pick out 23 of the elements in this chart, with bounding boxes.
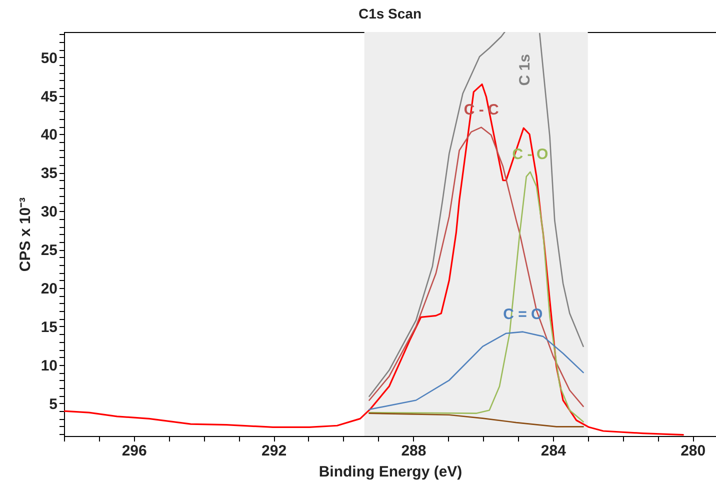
y-tick-label: 35	[40, 165, 58, 182]
y-tick-label: 10	[40, 357, 58, 374]
y-tick-label: 5	[49, 396, 58, 413]
x-tick-label: 296	[122, 442, 147, 460]
y-axis-title: CPS x 10⁻³	[16, 197, 34, 272]
x-tick-label: 288	[401, 442, 426, 460]
line-series	[368, 331, 584, 410]
line-series	[368, 171, 584, 422]
chart-title: C1s Scan	[358, 5, 422, 22]
x-axis-title: Binding Energy (eV)	[318, 464, 462, 480]
y-tick-label: 15	[40, 318, 58, 336]
line-series	[368, 412, 584, 428]
x-tick-label: 284	[540, 442, 567, 460]
x-tick-label: 292	[262, 442, 287, 460]
text: C 1s	[516, 54, 534, 86]
y-tick-label: 30	[40, 204, 58, 221]
y-tick-label: 50	[40, 50, 58, 67]
y-tick-label: 45	[40, 88, 58, 106]
x-tick-label: 280	[680, 442, 706, 460]
y-tick-label: 20	[40, 280, 58, 298]
y-tick-label: 25	[40, 242, 58, 260]
y-tick-label: 40	[40, 126, 58, 144]
line-series	[368, 126, 584, 408]
